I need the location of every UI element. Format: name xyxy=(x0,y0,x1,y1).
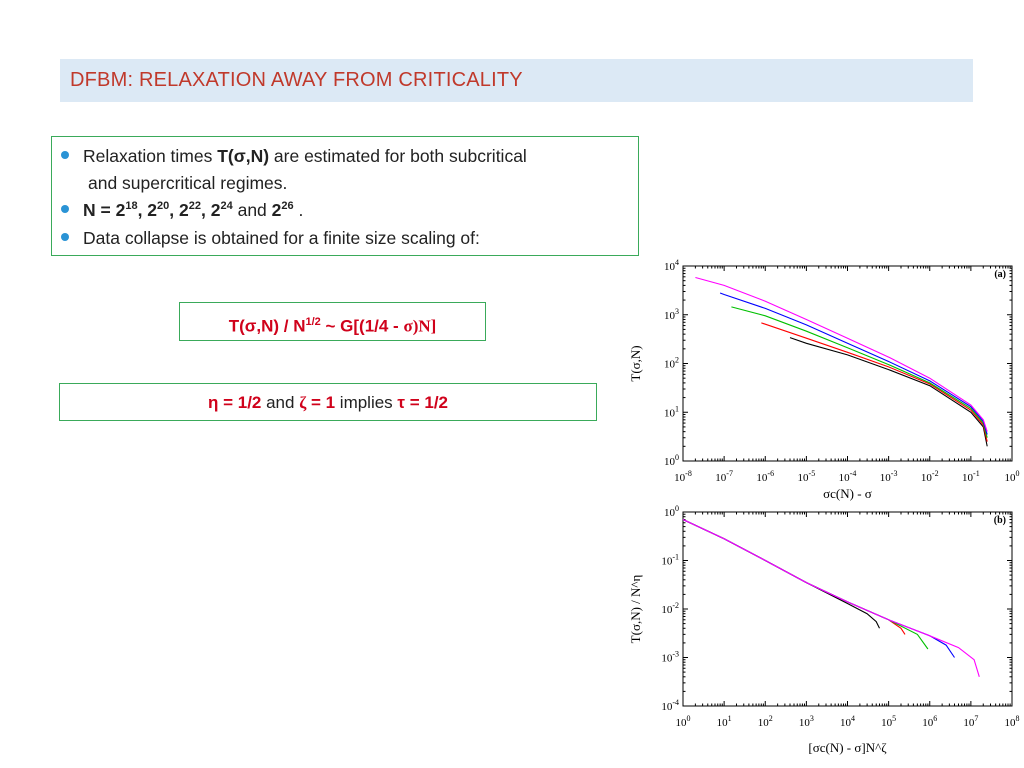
series-line xyxy=(719,292,988,435)
x-axis-label: σc(N) - σ xyxy=(823,486,872,501)
n-end: . xyxy=(293,200,304,220)
x-tick-label: 102 xyxy=(758,714,773,729)
panel-label: (a) xyxy=(994,269,1006,280)
x-tick-label: 103 xyxy=(799,714,814,729)
series-line xyxy=(682,519,955,658)
n-sep-4: , 2 xyxy=(201,200,221,220)
y-tick-label: 104 xyxy=(664,258,679,273)
zeta-symbol: ζ xyxy=(299,393,307,412)
plot-frame xyxy=(682,511,1013,707)
x-tick-label: 100 xyxy=(1005,469,1020,484)
x-tick-label: 10-8 xyxy=(674,469,692,484)
x-tick-label: 106 xyxy=(922,714,937,729)
series-line xyxy=(682,519,906,635)
bullet-1-text-a: Relaxation times xyxy=(83,146,218,166)
formula-mid: ~ G[(1/4 - xyxy=(320,316,404,336)
y-tick-label: 100 xyxy=(664,453,679,468)
n-base-5: 2 xyxy=(271,200,282,220)
zeta-value: = 1 xyxy=(306,393,336,412)
scaling-formula-box: T(σ,N) / N1/2 ~ G[(1/4 - σ)N] xyxy=(179,302,486,341)
series-line xyxy=(695,276,988,432)
formula-exponent: 1/2 xyxy=(305,316,321,328)
implies-text: implies xyxy=(335,393,398,412)
bullet-1-bold: T(σ,N) xyxy=(217,146,270,166)
x-tick-label: 10-5 xyxy=(798,469,816,484)
bullet-box: Relaxation times T(σ,N) are estimated fo… xyxy=(51,136,639,256)
bullet-2: N = 218, 220, 222, 224 and 226 . xyxy=(61,200,303,221)
n-and: and xyxy=(232,200,272,220)
x-tick-label: 10-2 xyxy=(921,469,939,484)
exponent-box: η = 1/2 and ζ = 1 implies τ = 1/2 xyxy=(59,383,597,421)
bullet-dot-icon xyxy=(61,151,69,160)
bullet-1-line2: and supercritical regimes. xyxy=(88,173,288,193)
formula-left: T(σ,N) / N xyxy=(228,316,306,336)
y-tick-label: 10-1 xyxy=(661,553,679,568)
exp-24: 24 xyxy=(220,200,233,213)
x-tick-label: 104 xyxy=(840,714,855,729)
y-tick-label: 100 xyxy=(664,504,679,519)
tau-value: τ = 1/2 xyxy=(397,393,449,412)
x-axis-label: [σc(N) - σ]N^ζ xyxy=(808,740,887,755)
series-line xyxy=(731,306,988,438)
series-line xyxy=(682,519,929,650)
chart-panel-b: 100 101 102 103 104 105 106 107 108 10-4 10-3 10-2 1… xyxy=(628,504,1020,755)
x-tick-label: 100 xyxy=(676,714,691,729)
n-sep-2: , 2 xyxy=(137,200,158,220)
series-line xyxy=(682,519,880,629)
exp-26: 26 xyxy=(281,200,294,213)
x-tick-label: 105 xyxy=(881,714,896,729)
n-label: N = 2 xyxy=(83,200,126,220)
x-tick-label: 10-1 xyxy=(962,469,980,484)
y-axis-label: T(σ,N) / N^η xyxy=(628,574,643,643)
title-bar: DFBM: RELAXATION AWAY FROM CRITICALITY xyxy=(60,59,973,102)
bullet-1-text-b: are estimated for both subcritical xyxy=(269,146,527,166)
formula-sigma: σ)N] xyxy=(403,316,437,336)
y-tick-label: 102 xyxy=(664,356,679,371)
series-line xyxy=(761,322,988,442)
y-tick-label: 103 xyxy=(664,307,679,322)
x-tick-label: 10-7 xyxy=(715,469,733,484)
y-tick-label: 101 xyxy=(664,404,679,419)
x-tick-label: 101 xyxy=(717,714,732,729)
x-tick-label: 107 xyxy=(963,714,978,729)
y-tick-label: 10-2 xyxy=(661,601,679,616)
and-text: and xyxy=(261,393,300,412)
x-tick-label: 10-6 xyxy=(756,469,774,484)
exp-22: 22 xyxy=(188,200,202,213)
bullet-3: Data collapse is obtained for a finite s… xyxy=(61,228,480,249)
eta-value: η = 1/2 xyxy=(207,393,262,412)
slide-title: DFBM: RELAXATION AWAY FROM CRITICALITY xyxy=(70,69,523,91)
x-tick-label: 108 xyxy=(1005,714,1020,729)
plot-frame xyxy=(682,265,1013,462)
x-tick-label: 10-3 xyxy=(880,469,898,484)
chart-panel-a: 10-8 10-7 10-6 10-5 10-4 10-3 10-2 10-1 100 100 10… xyxy=(628,258,1020,501)
panel-label: (b) xyxy=(994,515,1006,526)
bullet-3-text: Data collapse is obtained for a finite s… xyxy=(83,228,480,248)
bullet-dot-icon xyxy=(61,233,69,242)
series-line xyxy=(789,337,988,447)
bullet-dot-icon xyxy=(61,205,69,214)
n-sep-3: , 2 xyxy=(169,200,189,220)
y-tick-label: 10-4 xyxy=(661,698,679,713)
exp-18: 18 xyxy=(125,200,138,213)
x-tick-label: 10-4 xyxy=(839,469,857,484)
series-line xyxy=(682,519,980,677)
y-tick-label: 10-3 xyxy=(661,650,679,665)
exp-20: 20 xyxy=(157,200,170,213)
y-axis-label: T(σ,N) xyxy=(628,345,643,381)
bullet-1: Relaxation times T(σ,N) are estimated fo… xyxy=(61,146,527,167)
